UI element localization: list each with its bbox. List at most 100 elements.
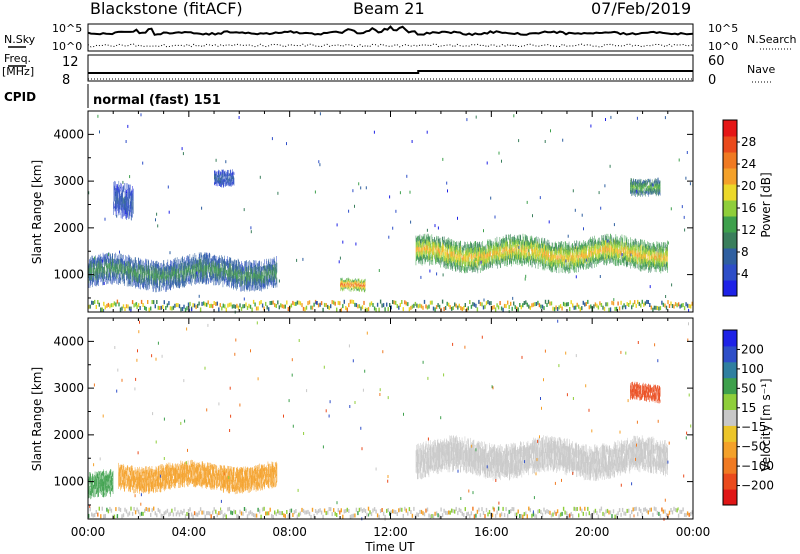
data-cell xyxy=(226,174,227,178)
data-cell xyxy=(111,261,112,266)
data-cell xyxy=(568,241,570,247)
data-cell xyxy=(273,277,274,283)
data-cell xyxy=(183,270,184,276)
data-cell xyxy=(274,277,275,282)
data-cell xyxy=(249,275,250,281)
data-cell xyxy=(447,257,448,263)
data-cell xyxy=(440,245,442,251)
data-cell xyxy=(355,280,356,283)
data-cell xyxy=(233,268,234,274)
data-cell xyxy=(227,173,228,177)
data-cell xyxy=(111,263,112,269)
data-cell xyxy=(488,246,489,253)
data-cell xyxy=(172,271,174,277)
data-cell xyxy=(248,278,250,283)
data-cell xyxy=(423,250,424,255)
data-cell xyxy=(190,260,191,266)
data-cell xyxy=(461,253,462,260)
data-cell xyxy=(205,270,207,276)
data-cell xyxy=(245,276,247,283)
data-cell xyxy=(193,274,194,280)
data-cell xyxy=(440,257,442,263)
data-cell xyxy=(255,269,256,275)
data-cell xyxy=(206,271,207,279)
data-cell xyxy=(260,266,262,272)
data-cell xyxy=(131,271,133,277)
data-cell xyxy=(122,255,123,260)
data-cell xyxy=(459,260,461,267)
data-cell xyxy=(465,251,467,257)
data-cell xyxy=(146,266,147,273)
data-cell xyxy=(192,264,193,269)
data-cell xyxy=(546,264,548,270)
data-cell xyxy=(246,280,247,285)
data-cell xyxy=(358,287,359,290)
data-cell xyxy=(344,279,346,282)
data-cell xyxy=(479,256,480,262)
data-cell xyxy=(450,248,451,254)
data-cell xyxy=(475,253,476,260)
data-cell xyxy=(110,269,111,275)
data-cell xyxy=(496,242,498,248)
data-cell xyxy=(96,270,98,276)
data-cell xyxy=(102,275,103,281)
data-cell xyxy=(219,261,220,268)
data-cell xyxy=(454,254,456,259)
data-cell xyxy=(148,259,149,265)
data-cell xyxy=(170,279,171,285)
data-cell xyxy=(113,188,115,196)
data-cell xyxy=(228,269,229,274)
data-cell xyxy=(488,248,489,253)
nave-right-tick-top: 60 xyxy=(708,54,725,69)
data-cell xyxy=(229,263,231,269)
data-cell xyxy=(217,273,218,278)
data-cell xyxy=(252,272,254,279)
data-cell xyxy=(89,271,90,277)
data-cell xyxy=(222,169,223,173)
data-cell xyxy=(242,285,244,291)
data-cell xyxy=(436,242,438,249)
data-cell xyxy=(433,247,434,251)
data-cell xyxy=(435,244,436,250)
data-cell xyxy=(435,252,437,258)
data-cell xyxy=(250,281,251,287)
data-cell xyxy=(273,256,275,263)
data-cell xyxy=(228,177,230,180)
data-cell xyxy=(455,242,457,249)
data-cell xyxy=(348,279,349,281)
data-cell xyxy=(243,280,245,286)
data-cell xyxy=(458,255,459,261)
data-cell xyxy=(452,247,454,252)
data-cell xyxy=(204,252,206,258)
data-cell xyxy=(208,258,209,264)
data-cell xyxy=(360,281,362,284)
data-cell xyxy=(424,245,426,252)
data-cell xyxy=(425,247,427,251)
data-cell xyxy=(422,234,424,240)
data-cell xyxy=(268,260,269,266)
data-cell xyxy=(220,180,221,184)
data-cell xyxy=(130,198,131,204)
data-cell xyxy=(450,259,451,265)
data-cell xyxy=(220,267,222,272)
data-cell xyxy=(142,272,143,278)
data-cell xyxy=(161,274,162,280)
data-cell xyxy=(357,278,359,282)
data-cell xyxy=(517,247,518,254)
data-cell xyxy=(491,240,492,246)
data-cell xyxy=(210,277,211,283)
data-cell xyxy=(472,266,473,272)
data-cell xyxy=(102,265,103,271)
data-cell xyxy=(228,182,230,185)
data-cell xyxy=(119,278,120,283)
data-cell xyxy=(343,285,344,288)
data-cell xyxy=(130,206,131,213)
data-cell xyxy=(107,267,108,273)
data-cell xyxy=(145,258,147,265)
data-cell xyxy=(220,177,221,181)
data-cell xyxy=(116,261,117,265)
data-cell xyxy=(438,254,440,259)
data-cell xyxy=(223,259,224,264)
data-cell xyxy=(448,259,449,265)
data-cell xyxy=(275,280,277,286)
